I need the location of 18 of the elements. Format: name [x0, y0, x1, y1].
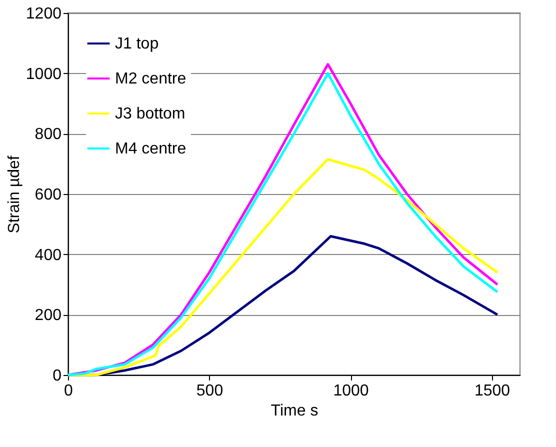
y-tick-label: 800 [34, 126, 62, 144]
legend-label: M4 centre [115, 140, 186, 158]
y-tick-label: 1000 [26, 66, 62, 83]
y-axis-title: Strain µdef [6, 155, 23, 234]
line-series [66, 158, 499, 376]
legend-label: J3 bottom [115, 106, 186, 122]
y-tick-label: 1200 [26, 6, 62, 22]
y-tick-label: 0 [52, 368, 62, 384]
x-axis-title: Time s [270, 402, 318, 420]
x-tick-label: 500 [196, 382, 224, 400]
legend-label: J1 top [115, 36, 159, 52]
x-tick-label: 1500 [474, 382, 510, 400]
y-tick-label: 200 [34, 307, 62, 324]
y-tick-label: 600 [34, 186, 62, 204]
x-tick-label: 1000 [333, 382, 369, 400]
legend-label: M2 centre [115, 70, 186, 88]
y-tick-label: 400 [34, 246, 62, 264]
x-tick-label: 0 [64, 382, 74, 400]
